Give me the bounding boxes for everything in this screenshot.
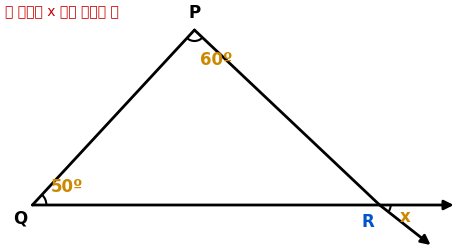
Text: । में x का मान ह: । में x का मान ह	[5, 5, 119, 19]
Text: R: R	[361, 213, 374, 231]
Text: P: P	[188, 4, 200, 22]
Text: Q: Q	[13, 210, 27, 228]
Text: 60º: 60º	[200, 51, 233, 69]
Text: x: x	[399, 208, 410, 226]
Text: 50º: 50º	[51, 178, 84, 196]
